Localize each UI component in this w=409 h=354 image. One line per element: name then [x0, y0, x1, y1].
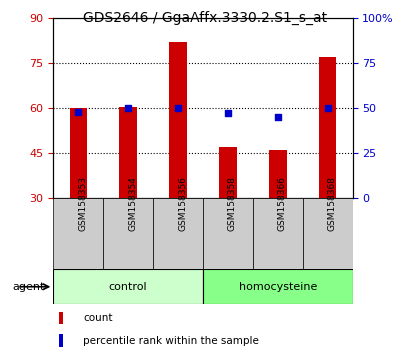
Point	[125, 105, 131, 111]
Text: control: control	[108, 282, 147, 292]
Point	[324, 105, 330, 111]
Text: GSM158354: GSM158354	[128, 176, 137, 232]
Text: GSM158353: GSM158353	[78, 176, 87, 232]
Text: homocysteine: homocysteine	[238, 282, 316, 292]
Point	[274, 114, 281, 120]
Bar	[70, 108, 87, 198]
Bar	[59, 334, 63, 347]
Bar	[268, 150, 286, 198]
Text: GSM158368: GSM158368	[327, 176, 336, 232]
Point	[174, 105, 181, 111]
Bar	[103, 198, 153, 269]
Text: GSM158356: GSM158356	[178, 176, 187, 232]
Bar	[202, 198, 252, 269]
Bar	[302, 198, 352, 269]
Bar	[53, 269, 202, 304]
Text: GDS2646 / GgaAffx.3330.2.S1_s_at: GDS2646 / GgaAffx.3330.2.S1_s_at	[83, 11, 326, 25]
Bar	[119, 107, 137, 198]
Text: GSM158358: GSM158358	[227, 176, 236, 232]
Bar	[53, 198, 103, 269]
Bar	[318, 57, 335, 198]
Text: percentile rank within the sample: percentile rank within the sample	[83, 336, 258, 346]
Text: GSM158366: GSM158366	[277, 176, 286, 232]
Point	[75, 109, 81, 114]
Bar	[202, 269, 352, 304]
Bar	[219, 147, 236, 198]
Point	[224, 110, 231, 116]
Bar	[153, 198, 202, 269]
Bar	[252, 198, 302, 269]
Text: agent: agent	[13, 282, 45, 292]
Bar	[59, 312, 63, 324]
Bar	[169, 42, 186, 198]
Text: count: count	[83, 313, 112, 323]
